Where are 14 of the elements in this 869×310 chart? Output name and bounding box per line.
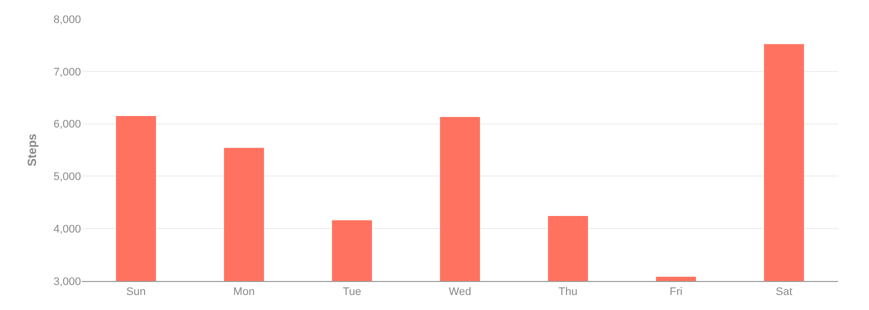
x-tick-label: Tue [342, 286, 362, 298]
y-tick-label: 5,000 [53, 171, 81, 184]
y-tick-label: 7,000 [53, 66, 81, 78]
y-axis-title: Steps [24, 133, 39, 166]
y-tick-label: 6,000 [53, 118, 81, 131]
x-tick-label: Fri [670, 286, 682, 298]
y-tick-label: 4,000 [53, 223, 81, 236]
x-tick-label: Wed [448, 286, 472, 298]
x-tick-label: Mon [233, 286, 255, 298]
x-tick-label: Sat [776, 286, 792, 298]
y-tick-label: 8,000 [53, 14, 81, 26]
x-tick-label: Thu [558, 286, 578, 298]
y-tick-label: 3,000 [53, 276, 81, 288]
x-tick-label: Sun [126, 286, 146, 298]
